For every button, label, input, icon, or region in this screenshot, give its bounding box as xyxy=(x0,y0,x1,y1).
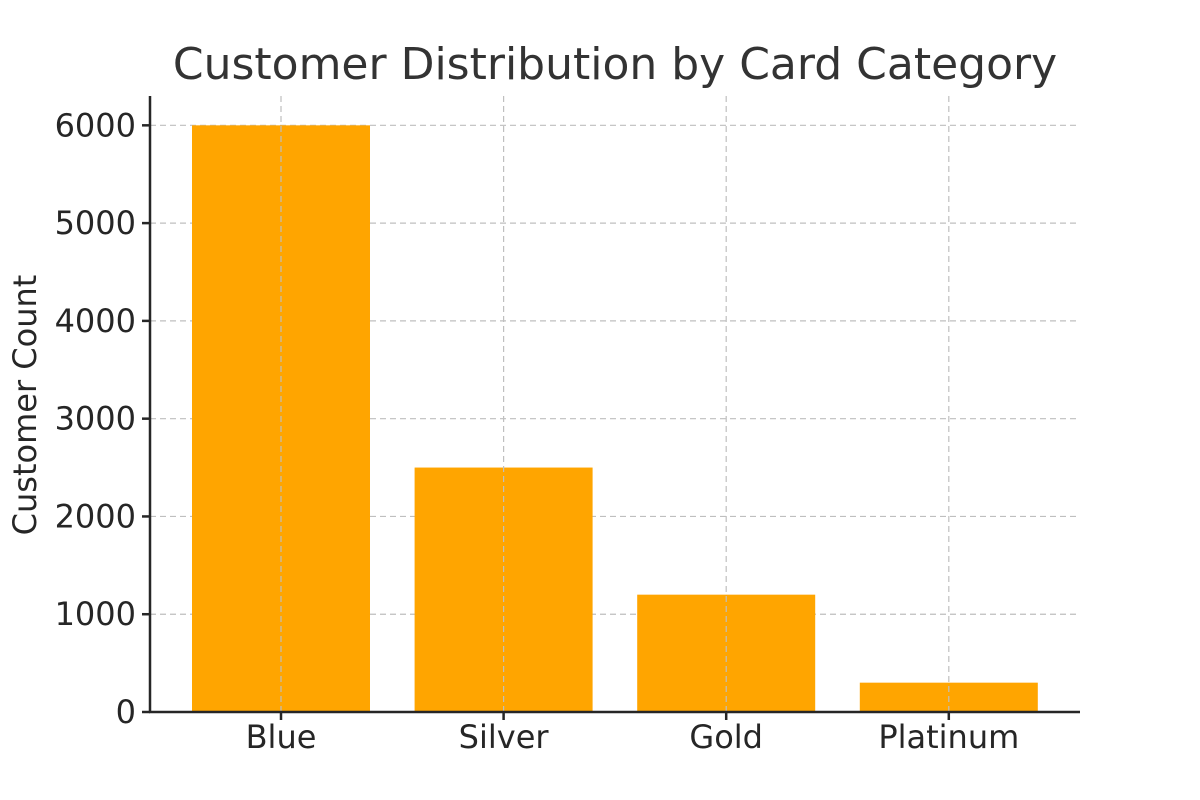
bar-gold xyxy=(637,594,816,712)
x-tick-label-platinum: Platinum xyxy=(878,718,1019,756)
y-tick-label-5: 5000 xyxy=(55,204,136,242)
y-tick-label-0: 0 xyxy=(116,693,136,731)
y-tick-label-1: 1000 xyxy=(55,595,136,633)
y-axis-label: Customer Count xyxy=(6,275,44,536)
y-tick-label-3: 3000 xyxy=(55,400,136,438)
x-tick-label-silver: Silver xyxy=(459,718,550,756)
x-tick-labels: Blue Silver Gold Platinum xyxy=(246,718,1020,756)
y-tick-label-4: 4000 xyxy=(55,302,136,340)
x-tick-label-blue: Blue xyxy=(246,718,317,756)
chart-title: Customer Distribution by Card Category xyxy=(173,39,1057,90)
axes-layer xyxy=(142,96,1080,720)
x-tick-label-gold: Gold xyxy=(689,718,763,756)
y-tick-label-2: 2000 xyxy=(55,497,136,535)
y-tick-labels: 0 1000 2000 3000 4000 5000 6000 xyxy=(55,106,136,731)
y-tick-label-6: 6000 xyxy=(55,106,136,144)
vertical-grid-layer xyxy=(280,96,950,712)
